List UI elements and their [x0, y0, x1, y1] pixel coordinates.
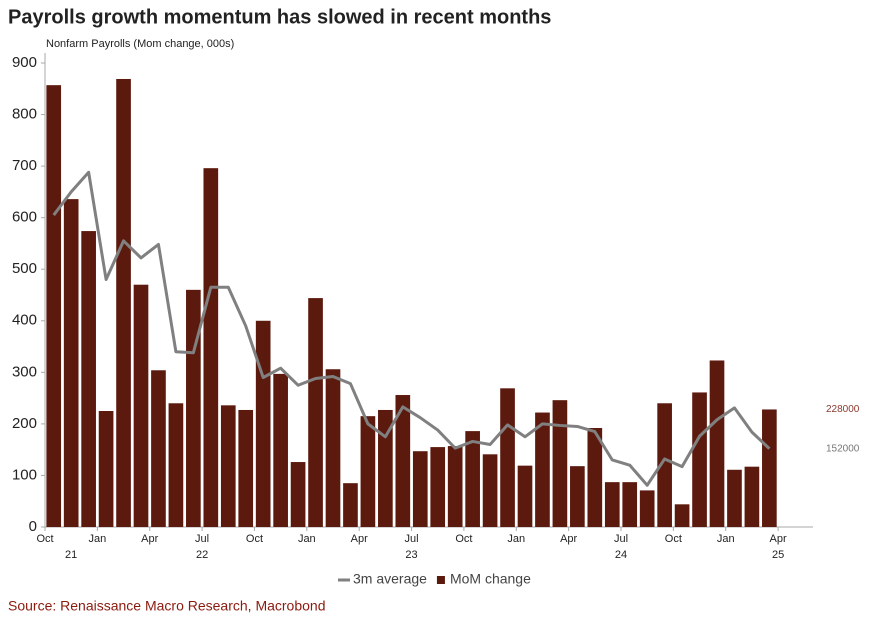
y-tick-label: 100 — [12, 466, 37, 483]
line — [52, 170, 771, 487]
x-tick-label: Oct — [246, 533, 263, 545]
source: Source: Renaissance Macro Research, Macr… — [8, 598, 326, 614]
bar — [447, 446, 463, 527]
legend-swatch — [436, 576, 445, 584]
bar — [168, 403, 184, 527]
y-tick-label: 500 — [12, 260, 37, 277]
bar — [238, 409, 254, 527]
bar — [98, 411, 114, 527]
bar — [674, 504, 690, 527]
bar — [657, 403, 672, 527]
bar — [762, 409, 777, 527]
bar — [343, 483, 358, 527]
bar — [412, 451, 428, 527]
bar — [482, 454, 498, 527]
bar — [186, 289, 201, 527]
x-tick-label: Apr — [560, 533, 577, 545]
y-tick-label: 900 — [12, 54, 37, 71]
bar — [552, 400, 568, 527]
bar — [639, 490, 655, 527]
bar — [692, 392, 707, 527]
x-tick-label: Jul — [195, 533, 209, 545]
y-tick-label: 700 — [12, 157, 37, 174]
bar — [430, 447, 446, 527]
y-axis-label: Nonfarm Payrolls (Mom change, 000s) — [46, 38, 234, 50]
bar — [395, 395, 411, 527]
x-tick-label: Oct — [455, 533, 472, 545]
y-tick-label: 300 — [12, 363, 37, 380]
bar — [220, 405, 236, 527]
bar — [151, 370, 166, 527]
bar — [255, 320, 271, 527]
year-label: 24 — [615, 549, 627, 561]
bar — [622, 482, 638, 527]
x-tick-label: Jan — [298, 533, 316, 545]
x-tick-label: Jan — [507, 533, 525, 545]
bar — [81, 231, 96, 527]
x-tick-label: Apr — [351, 533, 368, 545]
bar — [325, 369, 341, 527]
bar — [46, 85, 62, 528]
x-tick-label: Apr — [770, 533, 787, 545]
bar — [517, 465, 533, 527]
x-tick-label: Jul — [405, 533, 419, 545]
bar — [727, 469, 742, 527]
bar — [203, 168, 219, 527]
x-tick-label: Jan — [88, 533, 106, 545]
chart-title: Payrolls growth momentum has slowed in r… — [8, 6, 551, 28]
year-label: 21 — [65, 549, 77, 561]
bar — [133, 284, 149, 527]
bar — [116, 78, 131, 527]
bar — [709, 360, 725, 527]
legend-label: MoM change — [450, 571, 531, 587]
x-tick-label: Oct — [36, 533, 53, 545]
bar — [587, 428, 603, 527]
y-tick-label: 200 — [12, 415, 37, 432]
year-label: 25 — [772, 549, 784, 561]
bar — [273, 373, 288, 527]
y-tick-label: 600 — [12, 209, 37, 226]
value-label: 152000 — [826, 443, 860, 454]
y-tick-label: 800 — [12, 106, 37, 123]
year-label: 23 — [405, 549, 417, 561]
bar — [744, 466, 760, 527]
bar — [308, 298, 323, 527]
bar — [535, 412, 550, 527]
y-tick-label: 400 — [12, 312, 37, 329]
x-tick-label: Jan — [717, 533, 735, 545]
bar — [63, 199, 79, 527]
bar — [378, 409, 393, 527]
value-label: 228000 — [826, 404, 860, 415]
x-tick-label: Apr — [141, 533, 158, 545]
y-tick-label: 0 — [29, 518, 37, 535]
year-label: 22 — [196, 549, 208, 561]
bar — [290, 462, 306, 527]
bar — [465, 431, 480, 527]
bar — [360, 416, 376, 527]
bar — [570, 466, 585, 527]
bar — [604, 482, 620, 527]
bar — [500, 388, 515, 527]
x-tick-label: Jul — [614, 533, 628, 545]
legend-label: 3m average — [353, 571, 427, 587]
x-tick-label: Oct — [665, 533, 682, 545]
